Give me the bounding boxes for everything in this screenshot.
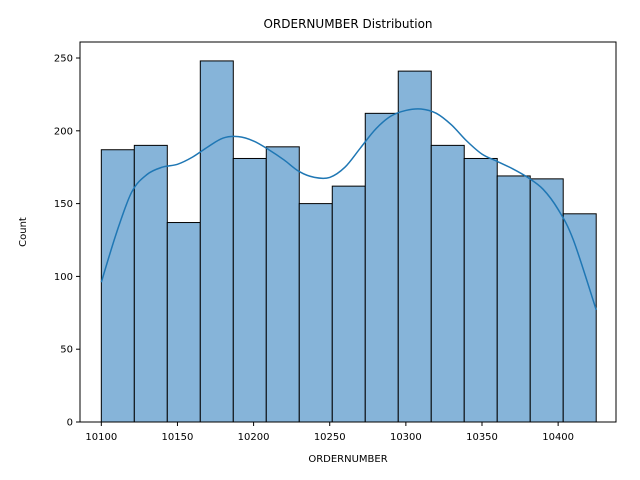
histogram-bar bbox=[133, 144, 168, 423]
x-tick-label: 10350 bbox=[466, 432, 498, 443]
x-axis-label: ORDERNUMBER bbox=[308, 454, 387, 465]
histogram-bar bbox=[298, 203, 333, 423]
histogram-bar bbox=[199, 60, 234, 423]
y-axis-label: Count bbox=[18, 217, 29, 247]
histogram-bar bbox=[364, 112, 399, 423]
histogram-bar bbox=[100, 149, 135, 423]
histogram-bar bbox=[496, 175, 531, 423]
x-axis: 10100 10150 10200 10250 10300 10350 10400 bbox=[85, 422, 574, 443]
histogram-bar bbox=[562, 213, 597, 423]
x-tick-label: 10150 bbox=[162, 432, 194, 443]
histogram-bar bbox=[331, 185, 366, 423]
x-tick-label: 10250 bbox=[314, 432, 346, 443]
kde-line bbox=[100, 108, 597, 311]
histogram-bar bbox=[430, 144, 465, 423]
y-axis: 0 50 100 150 200 250 bbox=[54, 54, 80, 429]
x-tick-label: 10200 bbox=[238, 432, 270, 443]
histogram-bar bbox=[232, 157, 267, 423]
histogram-bar bbox=[265, 146, 300, 423]
histogram-bar bbox=[166, 222, 201, 423]
y-tick-label: 250 bbox=[54, 54, 73, 65]
x-tick-label: 10100 bbox=[85, 432, 117, 443]
plot-frame bbox=[79, 41, 617, 423]
chart-title: ORDERNUMBER Distribution bbox=[263, 17, 432, 31]
y-tick-label: 200 bbox=[54, 126, 73, 137]
histogram-bar bbox=[397, 70, 432, 423]
y-tick-label: 0 bbox=[67, 418, 73, 429]
x-tick-label: 10400 bbox=[542, 432, 574, 443]
y-tick-label: 150 bbox=[54, 199, 73, 210]
histogram-bar bbox=[463, 157, 498, 423]
x-tick-label: 10300 bbox=[390, 432, 422, 443]
histogram-bar bbox=[529, 178, 564, 423]
y-tick-label: 50 bbox=[60, 345, 73, 356]
y-tick-label: 100 bbox=[54, 272, 73, 283]
bars-group bbox=[100, 60, 597, 423]
